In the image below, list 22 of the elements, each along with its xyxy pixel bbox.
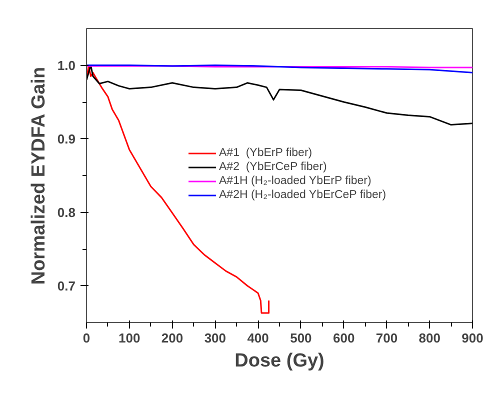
y-tick-label: 0.8 bbox=[57, 204, 76, 220]
x-tick-label: 400 bbox=[247, 330, 269, 346]
x-tick-label: 0 bbox=[82, 330, 90, 346]
legend-label: A#2 (YbErCeP fiber) bbox=[219, 160, 327, 174]
x-tick-label: 100 bbox=[118, 330, 140, 346]
x-tick-label: 800 bbox=[418, 330, 440, 346]
y-tick-label: 0.7 bbox=[57, 278, 76, 294]
x-tick-label: 600 bbox=[332, 330, 355, 346]
x-tick-label: 700 bbox=[376, 330, 398, 346]
line-series bbox=[86, 64, 472, 126]
x-tick-label: 200 bbox=[161, 330, 184, 346]
legend-label: A#1H (H₂-loaded YbErP fiber) bbox=[219, 174, 372, 188]
y-axis-title: Normalized EYDFA Gain bbox=[28, 66, 50, 285]
x-tick-label: 300 bbox=[204, 330, 226, 346]
x-tick-label: 500 bbox=[290, 330, 312, 346]
y-tick-label: 1.0 bbox=[57, 58, 76, 73]
y-tick-label: 0.9 bbox=[57, 131, 76, 146]
legend-label: A#1 (YbErP fiber) bbox=[219, 146, 312, 160]
x-axis-title: Dose (Gy) bbox=[234, 350, 324, 372]
legend-label: A#2H (H₂-loaded YbErCeP fiber) bbox=[219, 188, 386, 202]
x-tick-label: 900 bbox=[462, 330, 484, 346]
line-series bbox=[86, 64, 472, 74]
